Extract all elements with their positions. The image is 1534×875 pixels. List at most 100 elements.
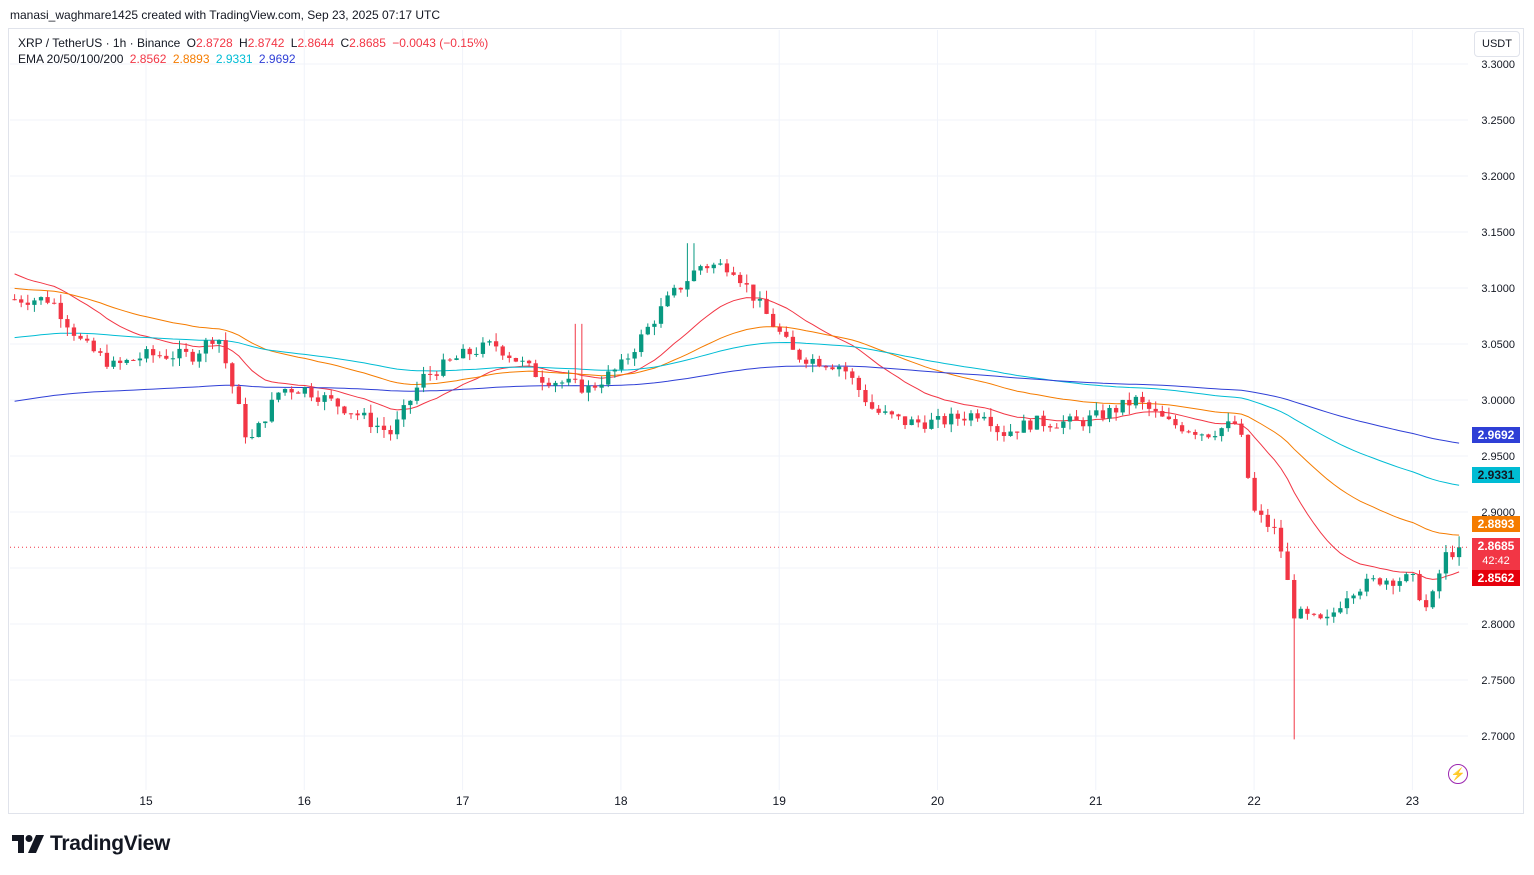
candle-body bbox=[65, 319, 70, 328]
candle-body bbox=[1456, 547, 1462, 558]
candle-body bbox=[45, 297, 50, 303]
candle-body bbox=[757, 298, 763, 301]
candle-body bbox=[764, 298, 769, 314]
candle-body bbox=[1107, 407, 1112, 419]
candle-body bbox=[1100, 410, 1106, 419]
candle-body bbox=[533, 363, 538, 378]
candle-body bbox=[876, 408, 881, 413]
candle-body bbox=[1298, 608, 1303, 619]
candle-body bbox=[434, 374, 439, 376]
time-tick-label: 19 bbox=[773, 794, 787, 808]
flash-icon[interactable]: ⚡ bbox=[1448, 764, 1468, 784]
candle-body bbox=[223, 340, 228, 364]
candle-body bbox=[1173, 419, 1178, 426]
chart-credit: manasi_waghmare1425 created with Trading… bbox=[10, 8, 441, 22]
candle-body bbox=[507, 355, 512, 358]
open-label: O bbox=[186, 36, 196, 50]
ema50-price-tag: 2.8893 bbox=[1472, 516, 1520, 532]
candle-body bbox=[1212, 436, 1218, 438]
symbol-label: XRP / TetherUS · 1h · Binance bbox=[18, 36, 181, 50]
candle-body bbox=[599, 384, 604, 388]
ema20-line bbox=[14, 273, 1460, 580]
tradingview-logo[interactable]: TradingView bbox=[12, 832, 170, 856]
time-tick-label: 17 bbox=[456, 794, 470, 808]
candle-body bbox=[493, 341, 499, 347]
candle-body bbox=[480, 342, 486, 354]
candle-body bbox=[770, 313, 776, 327]
candle-body bbox=[355, 413, 360, 416]
candle-body bbox=[1292, 579, 1297, 619]
ema-label: EMA 20/50/100/200 bbox=[18, 52, 124, 66]
time-axis: 15 16 17 18 19 20 21 22 23 bbox=[139, 794, 1419, 808]
candle-body bbox=[1358, 591, 1363, 596]
candle-body bbox=[1113, 407, 1119, 413]
ema50-value: 2.8893 bbox=[172, 52, 210, 66]
candle-body bbox=[1390, 580, 1396, 586]
candle-body bbox=[988, 416, 993, 427]
price-tick-label: 2.7500 bbox=[1481, 675, 1515, 687]
candle-body bbox=[401, 405, 406, 420]
candle-body bbox=[1160, 411, 1165, 417]
candle-body bbox=[850, 371, 855, 378]
candle-body bbox=[632, 352, 637, 359]
candle-body bbox=[315, 397, 321, 402]
candle-body bbox=[460, 348, 466, 359]
candle-body bbox=[1239, 423, 1244, 435]
chart-frame bbox=[8, 28, 1524, 814]
candle-body bbox=[388, 429, 393, 435]
candle-body bbox=[210, 340, 215, 344]
candle-body bbox=[1008, 431, 1013, 436]
candle-body bbox=[619, 359, 624, 370]
candle-body bbox=[85, 338, 90, 341]
candle-body bbox=[243, 404, 248, 438]
candles bbox=[12, 243, 1462, 740]
candle-body bbox=[711, 264, 716, 269]
candle-body bbox=[91, 340, 96, 352]
candle-body bbox=[269, 399, 274, 422]
candle-body bbox=[1338, 608, 1343, 613]
candle-body bbox=[1371, 578, 1376, 580]
candle-body bbox=[170, 358, 176, 360]
candle-body bbox=[276, 392, 281, 400]
candle-body bbox=[744, 283, 749, 285]
candle-body bbox=[335, 398, 340, 407]
candle-body bbox=[1001, 432, 1007, 436]
candle-body bbox=[724, 263, 730, 273]
candle-body bbox=[131, 359, 136, 361]
candle-body bbox=[1127, 399, 1132, 406]
price-tick-label: 3.3000 bbox=[1481, 59, 1515, 71]
candle-body bbox=[1305, 608, 1310, 614]
candle-body bbox=[909, 419, 914, 426]
candle-body bbox=[25, 302, 30, 305]
candle-body bbox=[1028, 420, 1033, 430]
candle-body bbox=[1318, 614, 1323, 619]
ema20-price-tag: 2.8562 bbox=[1472, 570, 1520, 586]
low-value: 2.8644 bbox=[297, 36, 335, 50]
candle-body bbox=[309, 387, 314, 398]
candle-body bbox=[1080, 420, 1086, 427]
candle-body bbox=[691, 270, 697, 282]
candle-body bbox=[705, 266, 710, 269]
candle-body bbox=[790, 336, 796, 350]
candle-body bbox=[1041, 415, 1046, 427]
candle-body bbox=[1384, 580, 1389, 585]
currency-button[interactable]: USDT bbox=[1474, 31, 1520, 57]
candle-body bbox=[1133, 396, 1139, 406]
candle-body bbox=[164, 355, 169, 359]
candle-body bbox=[197, 353, 202, 362]
price-tick-label: 3.2000 bbox=[1481, 171, 1515, 183]
candle-body bbox=[612, 369, 617, 372]
price-tick-label: 2.8000 bbox=[1481, 619, 1515, 631]
candle-body bbox=[157, 355, 162, 357]
candle-body bbox=[625, 358, 631, 360]
candle-body bbox=[322, 395, 327, 402]
price-tick-label: 3.0500 bbox=[1481, 339, 1515, 351]
candle-body bbox=[949, 413, 954, 425]
candle-body bbox=[1054, 427, 1059, 429]
candle-body bbox=[1048, 426, 1053, 428]
candle-body bbox=[12, 299, 17, 301]
candle-body bbox=[249, 437, 255, 439]
candle-body bbox=[645, 326, 650, 335]
candle-body bbox=[236, 386, 242, 405]
